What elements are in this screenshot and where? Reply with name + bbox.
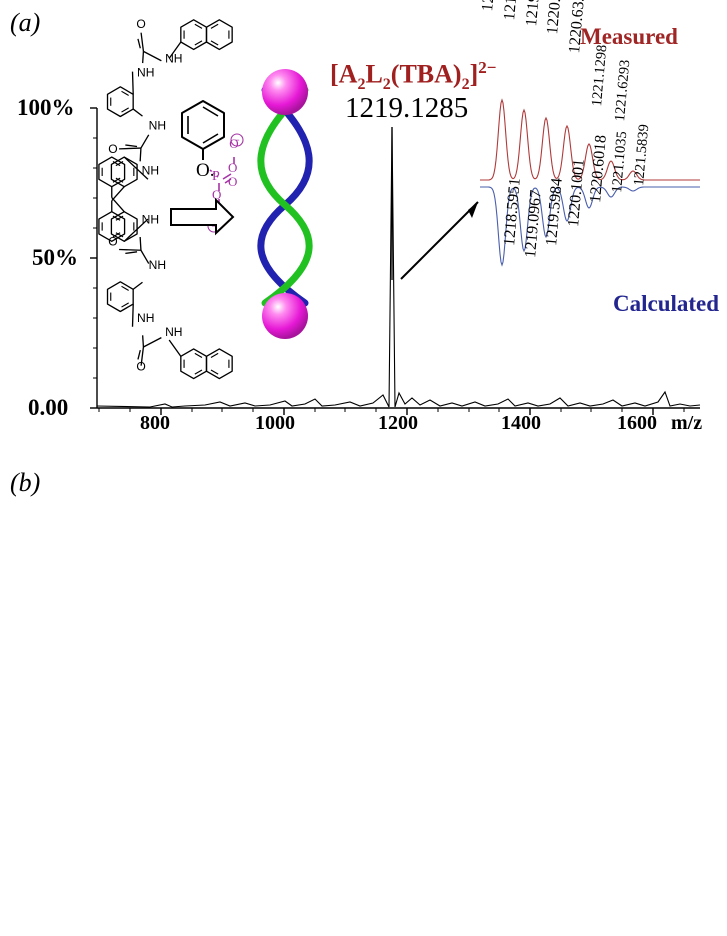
svg-text:−: − <box>234 135 239 145</box>
svg-text:O: O <box>228 160 237 175</box>
svg-text:O: O <box>228 174 237 189</box>
svg-text:P: P <box>212 169 220 184</box>
